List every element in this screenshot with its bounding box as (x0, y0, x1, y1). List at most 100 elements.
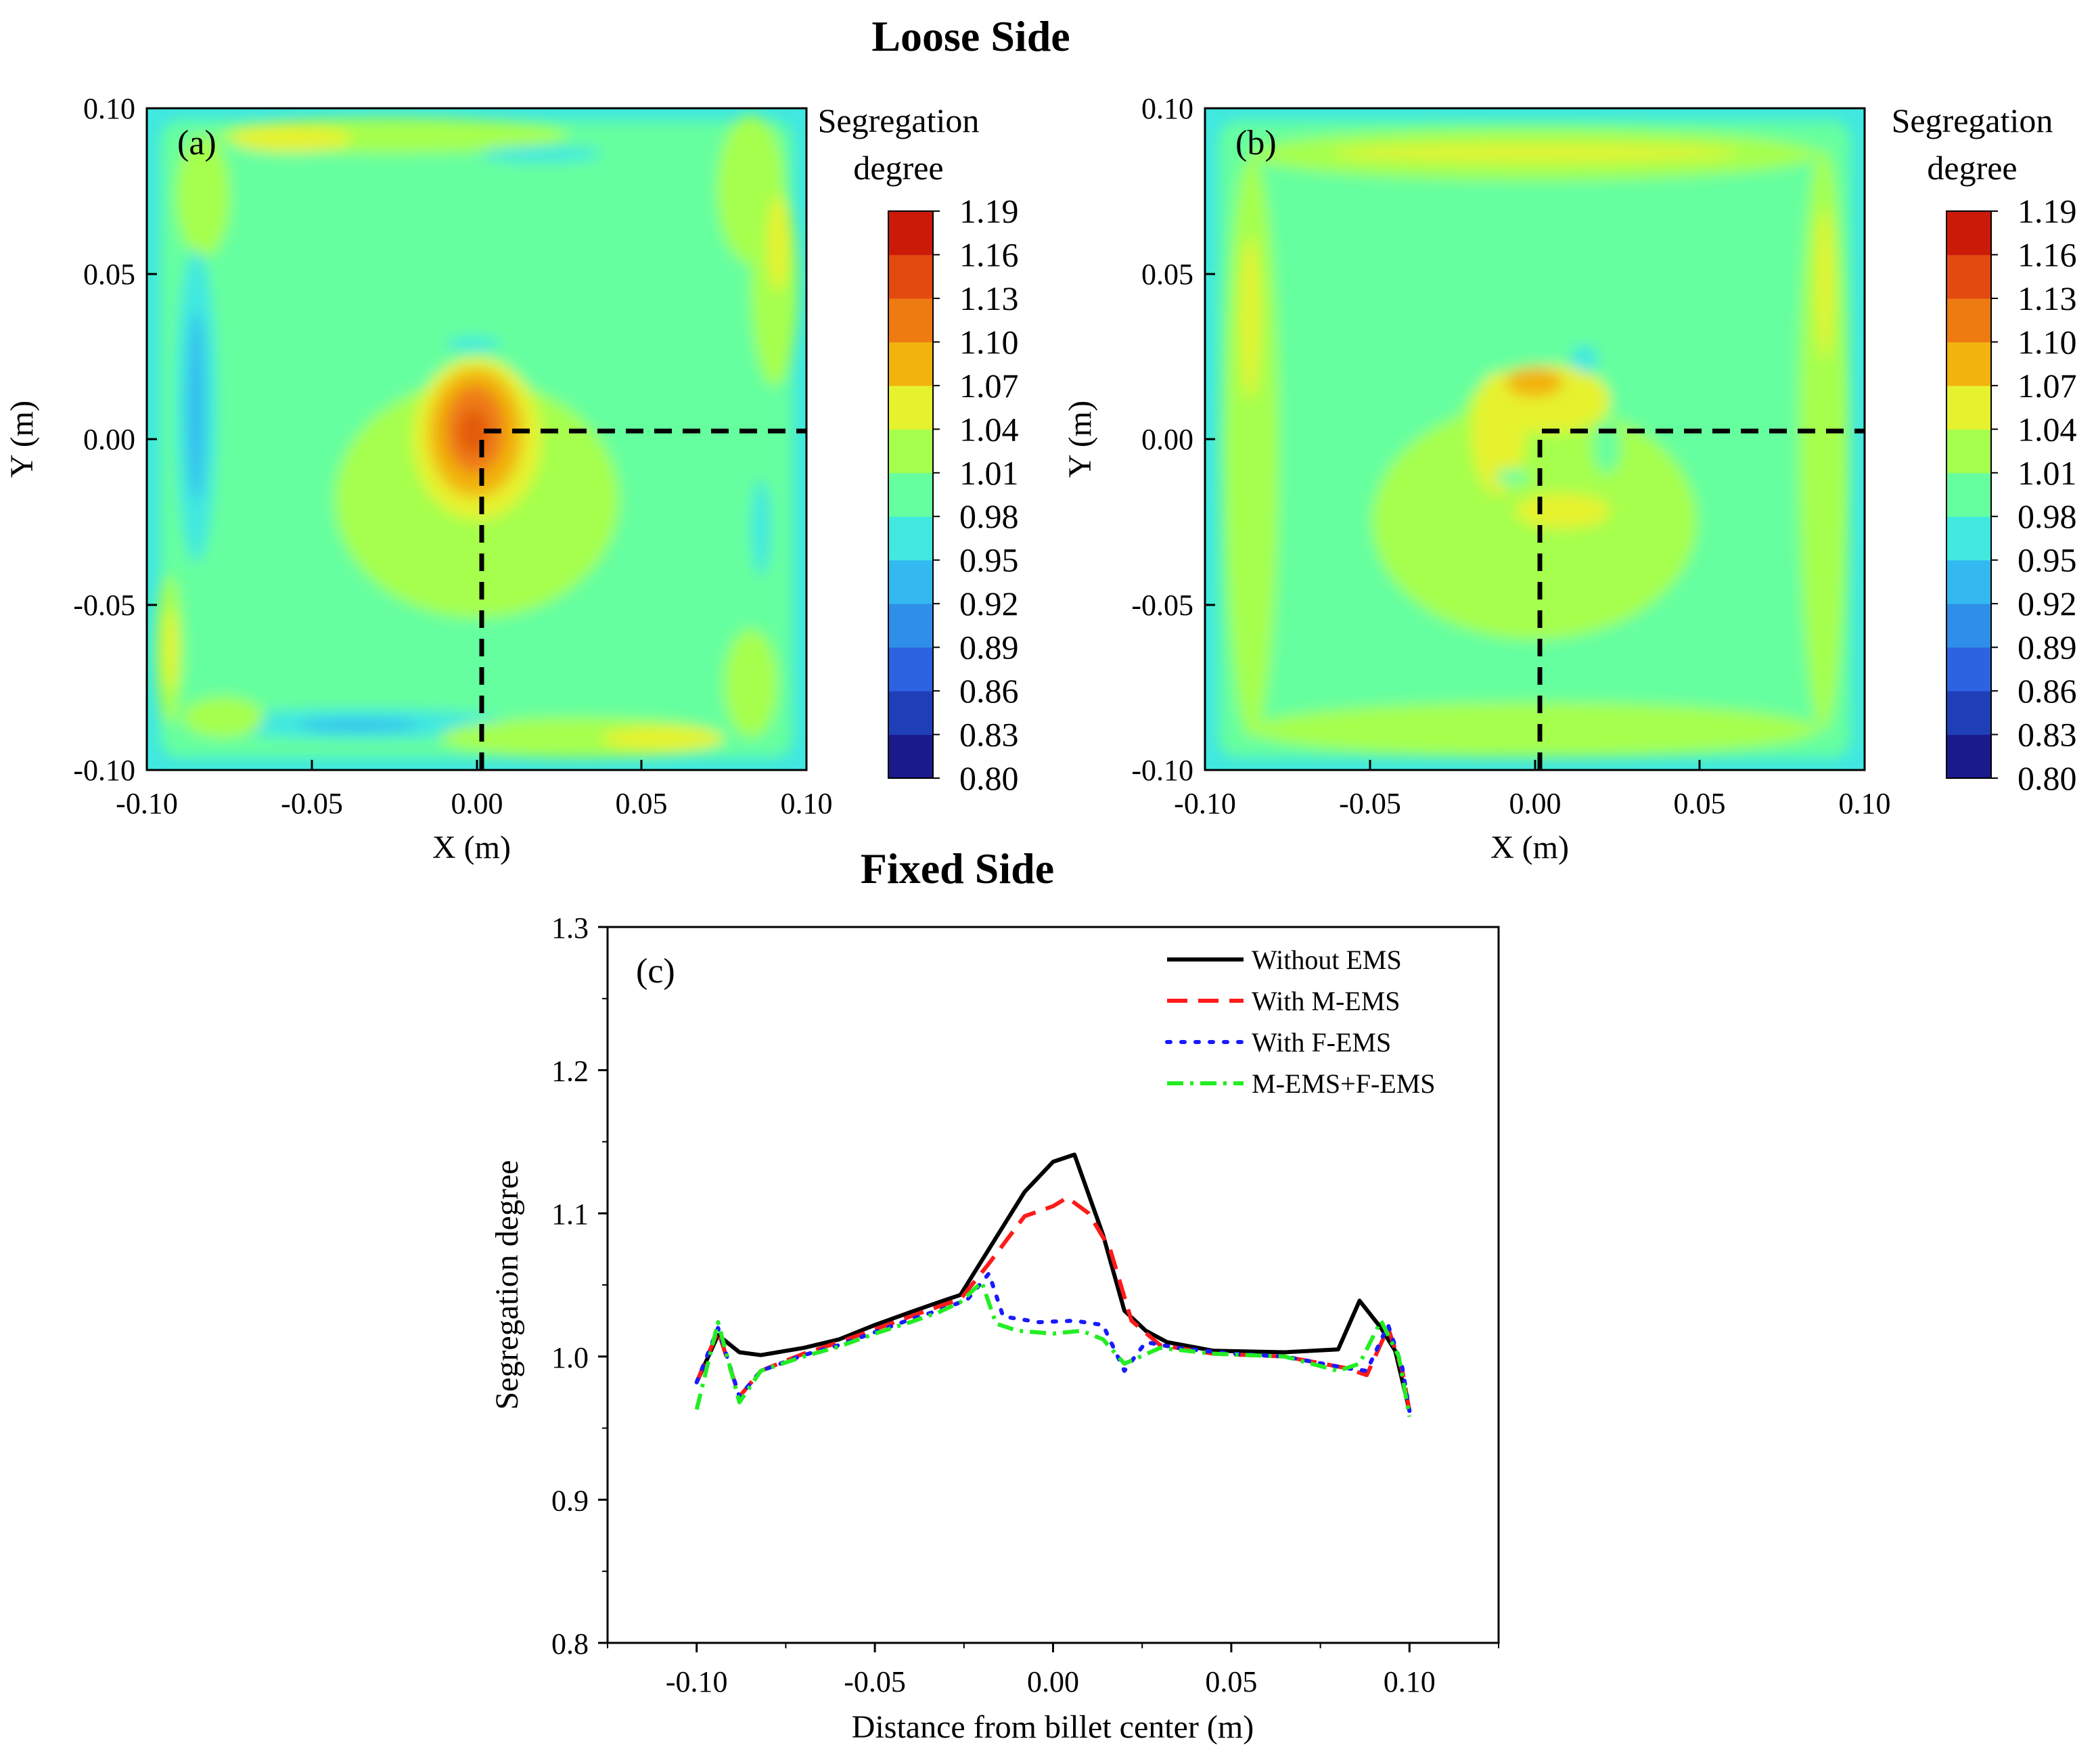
panel-a-colorbar-title-1: Segregation (818, 101, 980, 139)
legend-label-1: Without EMS (1252, 945, 1402, 975)
panel-b-label: (b) (1235, 124, 1277, 162)
colorbar-tick-label: 1.07 (959, 367, 1019, 405)
colorbar-tick-label: 1.16 (959, 235, 1019, 273)
panel-c-ytick-label: 1.3 (551, 911, 589, 945)
colorbar-segment (888, 734, 933, 779)
panel-a-label: (a) (177, 124, 217, 162)
series-line-2 (694, 1195, 1412, 1411)
panel-c-xtick-label: 0.10 (1384, 1665, 1436, 1698)
colorbar-segment (888, 211, 933, 255)
colorbar-tick-label: 0.98 (2018, 497, 2077, 535)
panel-a-ytick-2: 0.00 (83, 423, 135, 456)
panel-b-ytick-4: -0.10 (1131, 754, 1193, 787)
panel-c-axes: -0.10 -0.05 0.00 0.05 0.10 0.8 0.9 1.0 1.1 1.2 1.3 (551, 911, 1499, 1698)
colorbar-segment (888, 429, 933, 474)
colorbar-tick-label: 0.80 (959, 759, 1019, 797)
colorbar-segment (888, 560, 933, 604)
colorbar-segment (888, 298, 933, 342)
colorbar-tick-label: 0.95 (2018, 541, 2077, 579)
panel-c-ytick-label: 1.2 (551, 1055, 589, 1088)
colorbar-segment (1946, 342, 1991, 386)
title-fixed-side: Fixed Side (861, 844, 1054, 892)
panel-c-xtick-label: 0.00 (1027, 1665, 1079, 1698)
colorbar-tick-label: 0.86 (2018, 672, 2077, 710)
panel-a-ytick-3: -0.05 (73, 589, 135, 622)
panel-b-xtick-4: 0.10 (1839, 787, 1891, 820)
panel-c-ytick-label: 0.8 (551, 1627, 589, 1660)
panel-a-ytick-4: -0.10 (73, 754, 135, 787)
panel-c-ytick-label: 1.0 (551, 1341, 589, 1374)
colorbar-segment (888, 516, 933, 561)
panel-b: -0.10 -0.05 0.00 0.05 0.10 0.10 0.05 0.0… (1062, 92, 2077, 865)
colorbar-segment (1946, 472, 1991, 517)
panel-c-ylabel: Segregation degree (489, 1160, 525, 1409)
panel-a-ytick-1: 0.05 (83, 258, 135, 291)
panel-c-series (694, 1152, 1412, 1418)
colorbar-segment (1946, 734, 1991, 779)
panel-b-colorbar: 1.19 1.16 1.13 1.10 1.07 1.04 1.01 0.98 0.95 0.92… (1946, 192, 2077, 797)
colorbar-segment (888, 385, 933, 430)
colorbar-segment (1946, 691, 1991, 736)
colorbar-tick-label: 1.19 (2018, 192, 2077, 230)
panel-b-xtick-2: 0.00 (1509, 787, 1562, 820)
colorbar-segment (1946, 211, 1991, 255)
colorbar-tick-label: 0.98 (959, 497, 1019, 535)
panel-a-ytick-0: 0.10 (83, 92, 135, 125)
colorbar-segment (1946, 647, 1991, 692)
panel-a-contour-field (147, 108, 806, 770)
colorbar-frame (1946, 210, 1992, 779)
colorbar-segment (888, 342, 933, 386)
colorbar-segment (1946, 604, 1991, 648)
colorbar-segment (888, 647, 933, 692)
panel-b-ytick-0: 0.10 (1141, 92, 1193, 125)
colorbar-tick-label: 0.80 (2018, 759, 2077, 797)
panel-a-xtick-2: 0.00 (451, 787, 503, 820)
panel-a-colorbar: 1.19 1.16 1.13 1.10 1.07 1.04 1.01 0.98 0.95 0.92… (888, 192, 1019, 797)
colorbar-segment (888, 691, 933, 736)
panel-a-xlabel: X (m) (432, 830, 511, 865)
panel-a-ylabel: Y (m) (4, 401, 40, 478)
series-line-4 (694, 1280, 1412, 1418)
colorbar-segment (888, 472, 933, 517)
panel-c-xtick-label: 0.05 (1205, 1665, 1257, 1698)
colorbar-segment (1946, 560, 1991, 604)
colorbar-tick-label: 0.83 (2018, 716, 2077, 754)
colorbar-tick-label: 1.13 (959, 279, 1019, 317)
series-line-1 (694, 1152, 1412, 1411)
panel-b-ticks (1204, 107, 1866, 771)
colorbar-segment (1946, 254, 1991, 299)
panel-c-xtick-label: -0.05 (844, 1665, 906, 1698)
colorbar-tick-label: 0.92 (2018, 585, 2077, 623)
colorbar-segment (1946, 429, 1991, 474)
panel-b-contour-field (1205, 108, 1865, 770)
panel-c-ytick-label: 0.9 (551, 1484, 589, 1517)
colorbar-tick-label: 1.01 (2018, 454, 2077, 492)
colorbar-segment (1946, 385, 1991, 430)
colorbar-tick-label: 1.10 (959, 323, 1019, 361)
panel-c-xtick-label: -0.10 (666, 1665, 728, 1698)
colorbar-segment (888, 604, 933, 648)
panel-b-contours (1218, 120, 1851, 758)
colorbar-tick-label: 0.95 (959, 541, 1019, 579)
colorbar-tick-label: 0.86 (959, 672, 1019, 710)
panel-a-xtick-4: 0.10 (781, 787, 833, 820)
panel-b-ytick-3: -0.05 (1131, 589, 1193, 622)
colorbar-tick-label: 1.19 (959, 192, 1019, 230)
colorbar-tick-label: 1.07 (2018, 367, 2077, 405)
panel-a-contours (156, 115, 798, 758)
series-line-3 (694, 1271, 1412, 1414)
panel-a-xtick-1: -0.05 (281, 787, 343, 820)
panel-b-ylabel: Y (m) (1062, 401, 1098, 478)
panel-b-sampling-path (1537, 428, 1865, 770)
panel-b-ytick-2: 0.00 (1141, 423, 1193, 456)
colorbar-segment (888, 254, 933, 299)
colorbar-tick-label: 1.10 (2018, 323, 2077, 361)
colorbar-tick-label: 0.92 (959, 585, 1019, 623)
colorbar-tick-label: 0.89 (959, 629, 1019, 666)
legend-label-4: M-EMS+F-EMS (1252, 1068, 1436, 1099)
panel-a: -0.10 -0.05 0.00 0.05 0.10 0.10 0.05 0.0… (4, 92, 1019, 865)
panel-b-colorbar-title-1: Segregation (1892, 101, 2053, 139)
colorbar-tick-label: 0.83 (959, 716, 1019, 754)
title-loose-side: Loose Side (871, 12, 1070, 60)
